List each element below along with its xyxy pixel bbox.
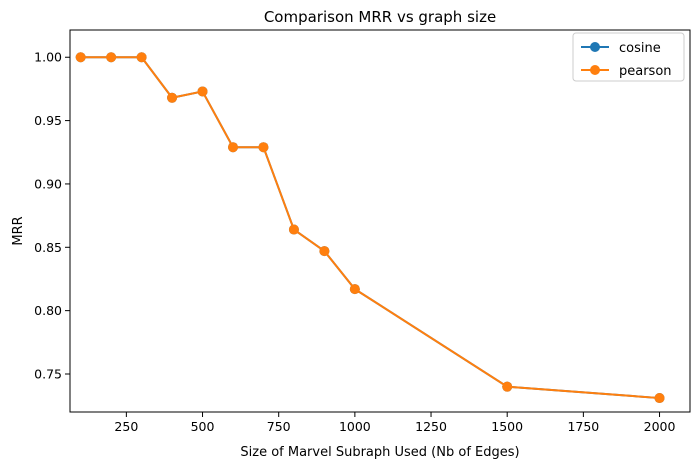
y-tick-label: 0.90: [34, 176, 62, 191]
y-tick-label: 0.75: [34, 366, 62, 381]
legend-marker-pearson: [590, 65, 600, 75]
x-axis-label: Size of Marvel Subraph Used (Nb of Edges…: [240, 445, 519, 460]
legend-label-pearson: pearson: [619, 64, 672, 79]
data-point-pearson: [167, 92, 178, 103]
x-tick-label: 1500: [491, 419, 523, 434]
legend: cosine pearson: [572, 32, 685, 82]
data-point-pearson: [258, 142, 269, 153]
y-tick-label: 0.95: [34, 113, 62, 128]
chart-title: Comparison MRR vs graph size: [264, 8, 496, 26]
data-point-pearson: [502, 381, 513, 392]
data-point-pearson: [228, 142, 238, 153]
data-point-pearson: [654, 393, 665, 404]
axes-frame: [69, 29, 691, 413]
y-tick-label: 0.85: [34, 240, 62, 255]
x-tick-label: 1000: [339, 419, 371, 434]
legend-marker-cosine: [590, 42, 600, 52]
y-axis-label: MRR: [11, 216, 26, 245]
series-line-pearson: [80, 56, 660, 400]
x-tick-label: 250: [114, 419, 138, 434]
legend-label-cosine: cosine: [619, 41, 661, 56]
data-point-pearson: [197, 86, 208, 97]
axes: 250 500 750 1000 1250 1500 1750 2000 0.75 0.80 0.8…: [34, 29, 691, 434]
series-pearson: [75, 52, 665, 404]
data-point-pearson: [75, 52, 86, 63]
data-point-pearson: [136, 52, 147, 63]
y-tick-label: 1.00: [34, 50, 62, 65]
series-layer: [75, 52, 665, 404]
x-tick-label: 1750: [567, 419, 599, 434]
x-tick-label: 1250: [415, 419, 447, 434]
x-tick-label: 2000: [644, 419, 676, 434]
data-point-pearson: [288, 224, 299, 235]
y-tick-label: 0.80: [34, 303, 62, 318]
data-point-pearson: [106, 52, 117, 63]
x-tick-label: 750: [267, 419, 291, 434]
data-point-pearson: [319, 246, 330, 257]
x-tick-label: 500: [191, 419, 215, 434]
data-point-pearson: [349, 284, 360, 295]
